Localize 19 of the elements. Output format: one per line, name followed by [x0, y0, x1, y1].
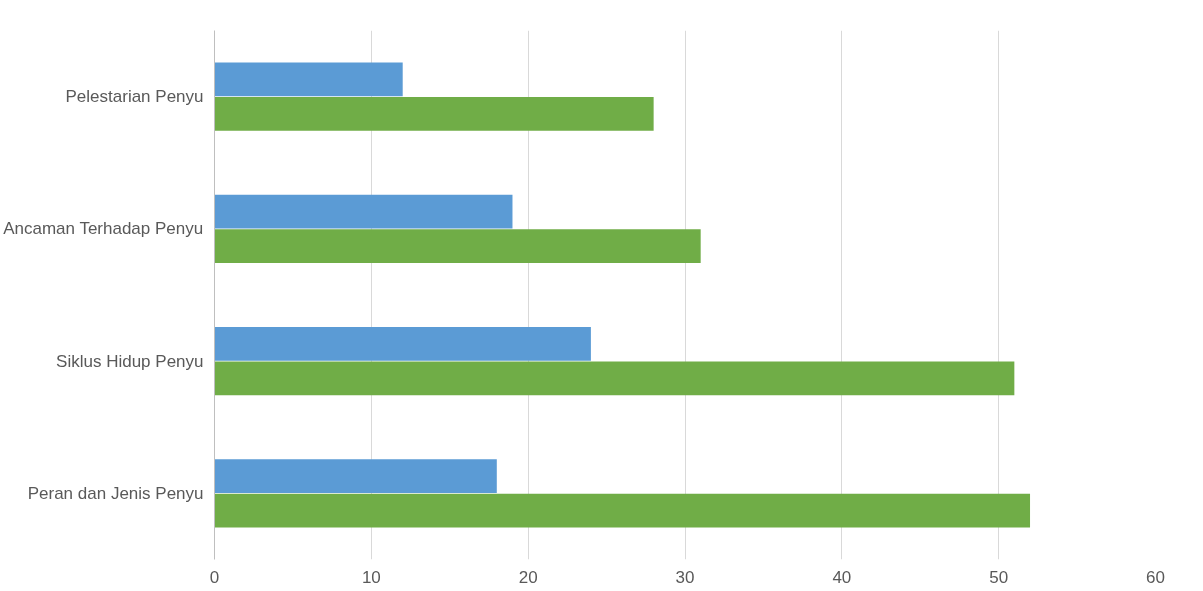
bar — [214, 459, 497, 494]
y-tick-label: Siklus Hidup Penyu — [56, 351, 204, 371]
bar — [214, 62, 403, 97]
x-tick-label: 60 — [1146, 567, 1165, 587]
bar — [214, 361, 1015, 396]
bar — [214, 194, 513, 229]
y-tick-label: Ancaman Terhadap Penyu — [3, 219, 204, 239]
bar — [214, 229, 701, 263]
x-tick-label: 40 — [832, 567, 852, 587]
bar — [214, 96, 654, 131]
x-tick-label: 20 — [518, 567, 538, 587]
x-tick-label: 30 — [675, 567, 695, 587]
bar — [214, 493, 1031, 528]
y-tick-label: Peran dan Jenis Penyu — [27, 483, 204, 503]
y-tick-label: Pelestarian Penyu — [65, 87, 204, 107]
x-tick-label: 0 — [209, 567, 220, 587]
x-tick-label: 50 — [989, 567, 1009, 587]
x-tick-label: 10 — [361, 567, 381, 587]
bar — [214, 327, 591, 361]
